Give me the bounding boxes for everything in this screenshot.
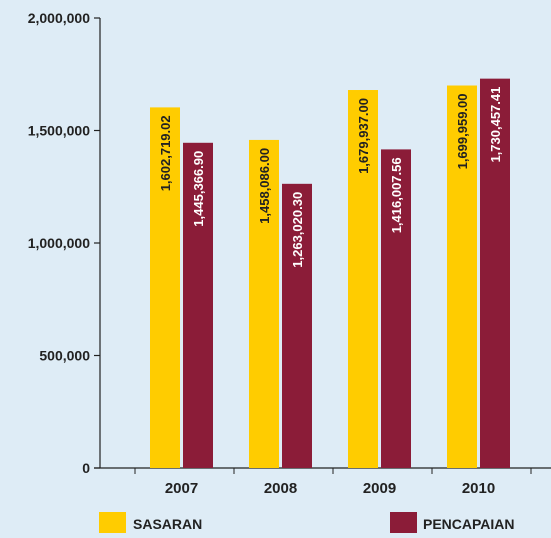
legend: SASARAN PENCAPAIAN	[99, 512, 515, 533]
bar-value-label: 1,699,959.00	[455, 94, 470, 170]
legend-swatch-sasaran	[99, 512, 126, 533]
bar-value-label: 1,416,007.56	[389, 157, 404, 233]
legend-label-pencapaian: PENCAPAIAN	[423, 516, 515, 532]
bar-value-label: 1,263,020.30	[290, 192, 305, 268]
y-tick-label: 2,000,000	[28, 10, 90, 26]
bar-value-label: 1,730,457.41	[488, 87, 503, 163]
bar-value-label: 1,602,719.02	[158, 115, 173, 191]
bar-sasaran-2008	[249, 139, 279, 468]
bar-sasaran-2009	[348, 90, 378, 469]
x-tick-label: 2010	[462, 480, 495, 497]
bar-sasaran-2010	[447, 85, 477, 469]
y-tick-label: 500,000	[39, 348, 90, 364]
bar-sasaran-2007	[150, 107, 180, 469]
bars-layer	[150, 78, 510, 469]
y-tick-label: 1,500,000	[28, 123, 90, 139]
y-tick-label: 0	[82, 460, 90, 476]
bar-pencapaian-2008	[282, 183, 312, 468]
bar-value-label: 1,445,366.90	[191, 151, 206, 227]
legend-label-sasaran: SASARAN	[133, 516, 202, 532]
labels-layer: 1,602,719.02 1,445,366.90 1,458,086.00 1,26…	[158, 87, 503, 268]
x-tick-label: 2009	[363, 480, 396, 497]
x-tick-label: 2008	[264, 480, 297, 497]
bar-pencapaian-2007	[183, 142, 213, 468]
bar-value-label: 1,679,937.00	[356, 98, 371, 174]
legend-swatch-pencapaian	[390, 512, 417, 533]
bar-pencapaian-2010	[480, 78, 510, 468]
y-tick-label: 1,000,000	[28, 235, 90, 251]
x-tick-label: 2007	[165, 480, 198, 497]
bar-value-label: 1,458,086.00	[257, 148, 272, 224]
bar-pencapaian-2009	[381, 149, 411, 468]
axes-layer: 0 500,000 1,000,000 1,500,000 2,000,000 2007 2…	[28, 10, 551, 497]
